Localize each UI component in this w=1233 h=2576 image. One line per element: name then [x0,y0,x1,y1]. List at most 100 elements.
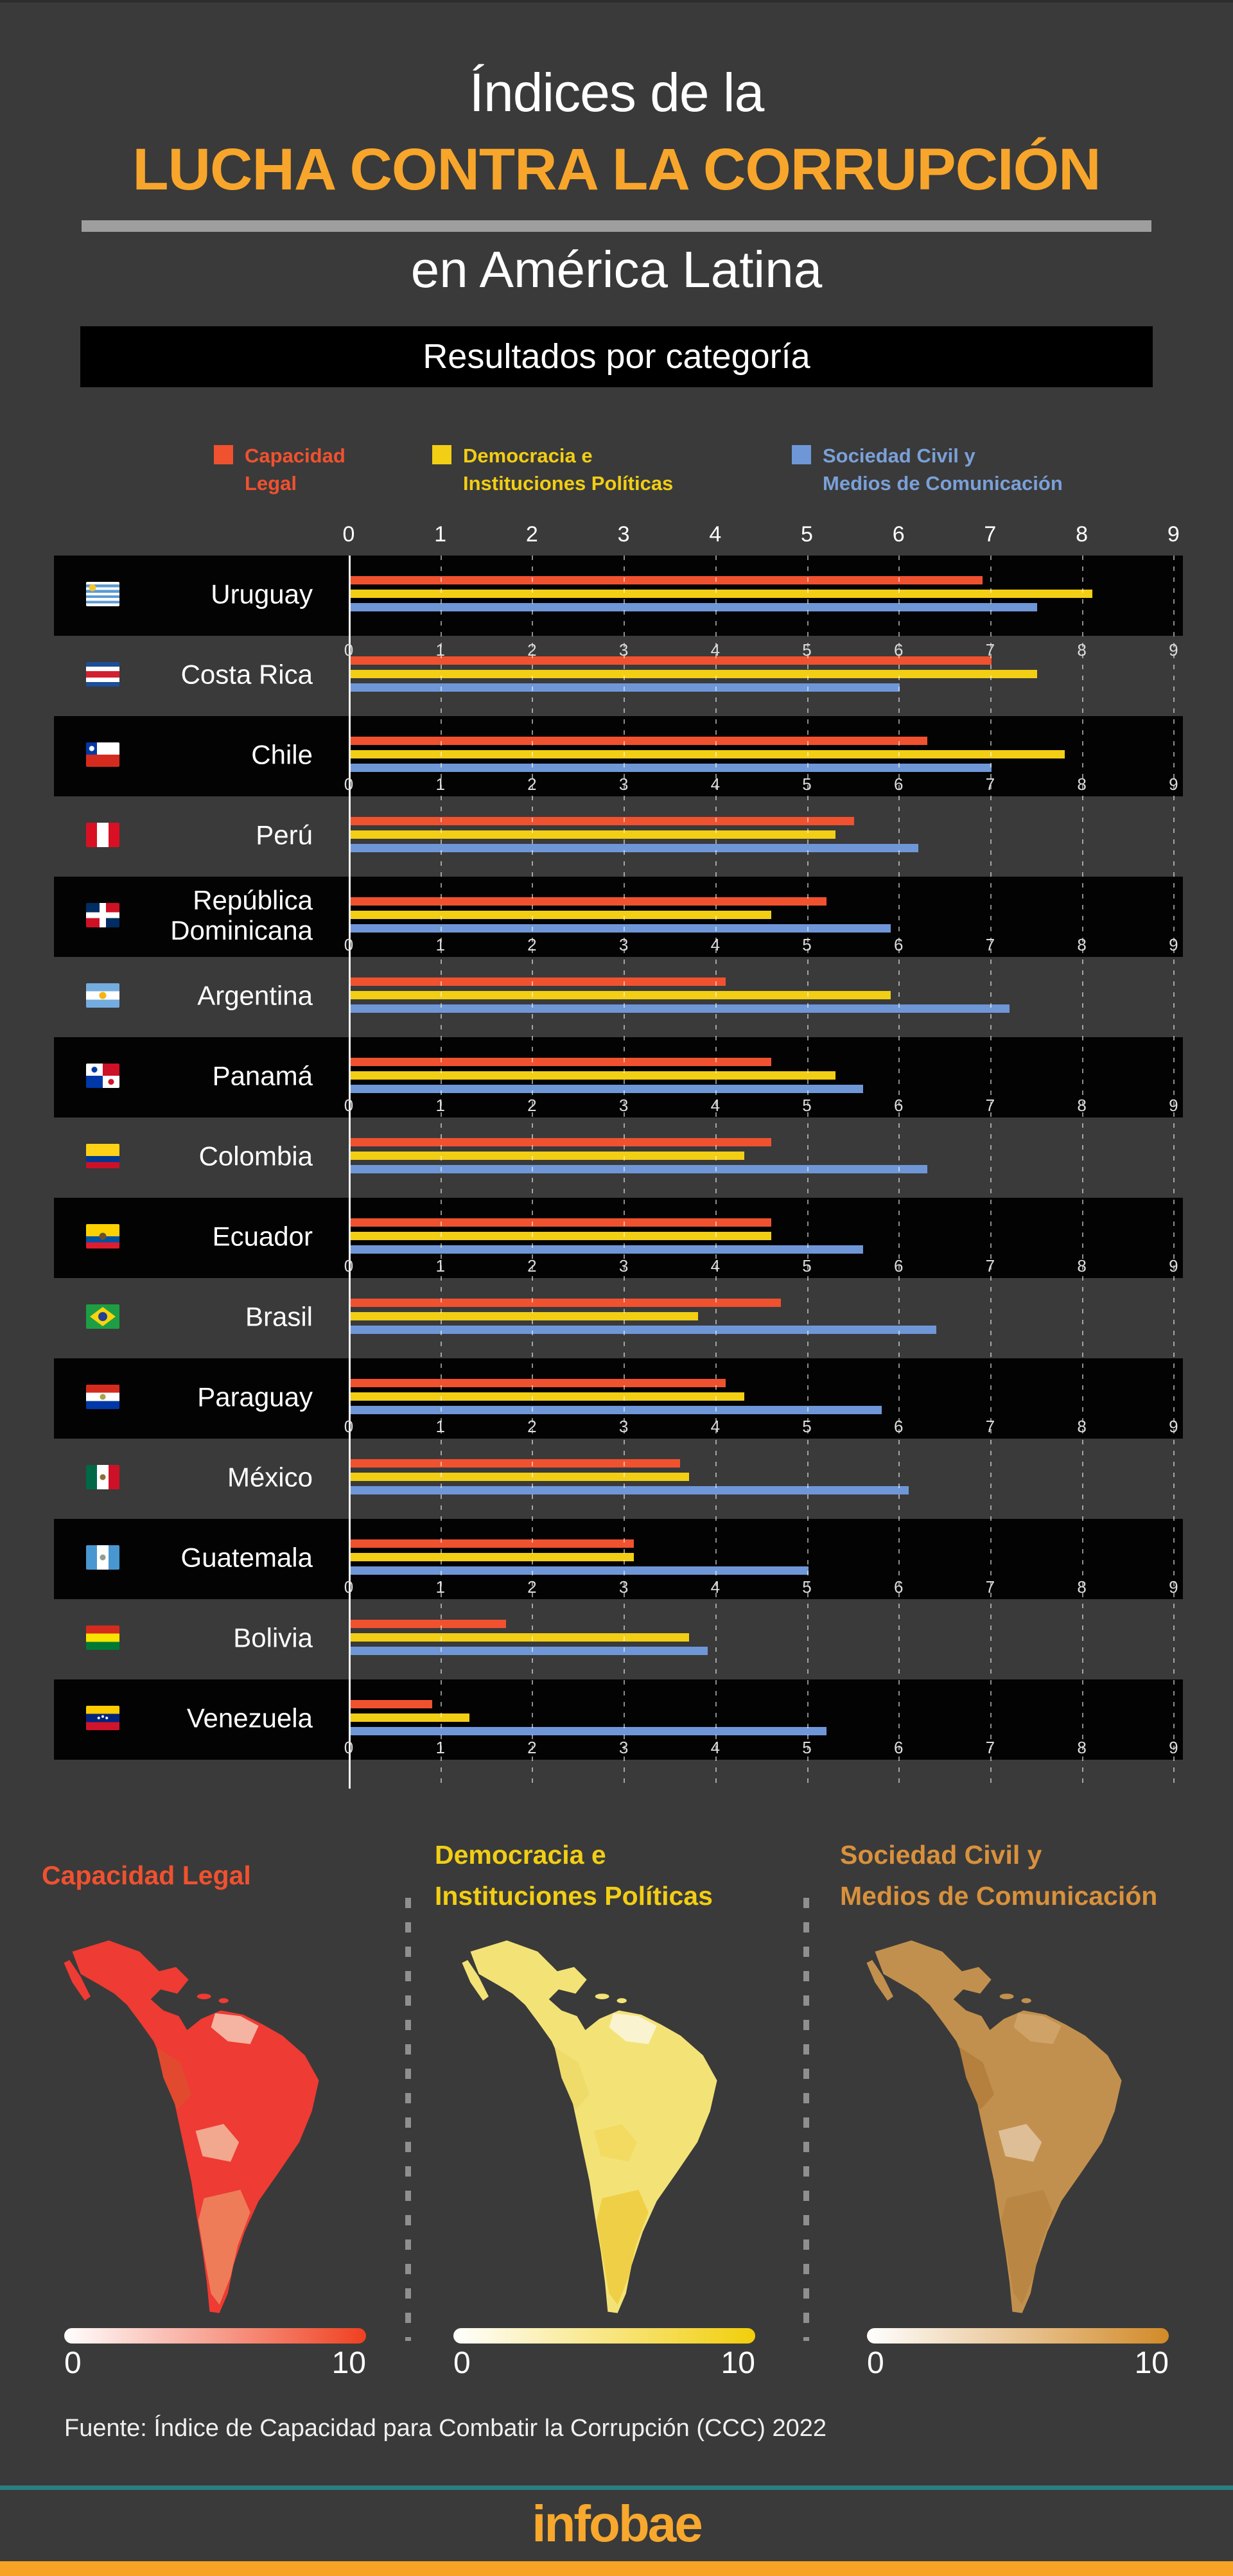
map-title-capacidad-legal: Capacidad Legal [42,1861,251,1890]
country-label: Paraguay [197,1381,313,1412]
axis-tick-label: 4 [709,522,722,547]
country-row-ecuador: Ecuador [54,1198,1183,1278]
bar-capacidad-legal [350,737,927,745]
bar-sociedad-civil-y-medios-de-comunicacion [350,1085,864,1093]
country-row-colombia: Colombia [54,1117,1183,1198]
bar-democracia-e-instituciones-politicas [350,1713,469,1722]
country-row-uruguay: Uruguay [54,556,1183,636]
country-row-bolivia: Bolivia [54,1599,1183,1679]
scale-labels: 0 10 [867,2346,1169,2380]
flag-paraguay-icon [86,1385,119,1409]
title-divider [82,220,1151,232]
country-label: Uruguay [211,579,313,609]
bar-capacidad-legal [350,576,983,584]
axis-zero-line [349,556,351,1789]
latin-america-map-red [64,1940,319,2313]
bar-democracia-e-instituciones-politicas [350,1553,634,1561]
bar-sociedad-civil-y-medios-de-comunicacion [350,1486,909,1494]
flag-uruguay-icon [86,582,119,606]
color-scale-yellow [453,2328,755,2344]
country-label: Ecuador [212,1221,313,1252]
country-label: Chile [251,739,313,770]
gridline [624,556,625,1789]
flag-venezuela-icon [86,1706,119,1730]
country-row-brasil: Brasil [54,1278,1183,1358]
country-label: República Dominicana [170,885,313,945]
country-label: Bolivia [233,1622,313,1653]
legend-label: Democracia e Instituciones Políticas [463,444,674,495]
bar-capacidad-legal [350,1700,433,1708]
gridline [898,556,900,1789]
bar-democracia-e-instituciones-politicas [350,830,836,839]
gridline [532,556,534,1789]
country-label: Guatemala [180,1542,313,1573]
title-line2-highlight: LUCHA CONTRA LA CORRUPCIÓN [132,137,1101,202]
flag-guatemala-icon [86,1545,119,1570]
gridline [715,556,717,1789]
bar-sociedad-civil-y-medios-de-comunicacion [350,603,1038,611]
bar-democracia-e-instituciones-politicas [350,750,1065,758]
legend-label: Sociedad Civil y Medios de Comunicación [823,444,1063,495]
teal-divider [0,2485,1233,2490]
country-row-venezuela: Venezuela [54,1679,1183,1760]
bar-capacidad-legal [350,1459,680,1468]
axis-tick-label: 3 [617,522,630,547]
bar-democracia-e-instituciones-politicas [350,670,1038,678]
bar-capacidad-legal [350,817,854,825]
bar-sociedad-civil-y-medios-de-comunicacion [350,1165,927,1173]
flag-colombia-icon [86,1144,119,1168]
dashed-separator [405,1898,411,2341]
bottom-orange-bar [0,2561,1233,2576]
country-label: Brasil [245,1301,313,1332]
flag-bolivia-icon [86,1625,119,1650]
title-line3: en América Latina [410,241,823,298]
flag-mexico-icon [86,1465,119,1489]
axis-tick-label: 7 [984,522,997,547]
gridline [1081,556,1083,1789]
color-scale-red [64,2328,366,2344]
bar-sociedad-civil-y-medios-de-comunicacion [350,1406,882,1414]
bar-sociedad-civil-y-medios-de-comunicacion [350,1004,1010,1013]
country-row-guatemala: Guatemala [54,1519,1183,1599]
legend-swatch-blue-icon [792,445,811,464]
map-title-democracia: Democracia e Instituciones Políticas [435,1840,713,1911]
country-label: Costa Rica [180,659,313,690]
map-title-sociedad-civil: Sociedad Civil y Medios de Comunicación [840,1840,1158,1911]
axis-tick-label: 5 [801,522,813,547]
bar-democracia-e-instituciones-politicas [350,1633,689,1642]
flag-brasil-icon [86,1304,119,1329]
bar-capacidad-legal [350,656,992,665]
country-label: Panamá [212,1060,313,1091]
country-row-panama: Panamá [54,1037,1183,1117]
latin-america-map-tan [866,1940,1122,2313]
bar-chart: 0 1 2 3 4 5 6 7 8 9 Uruguay Costa Rica Chile [54,522,1183,1789]
bar-sociedad-civil-y-medios-de-comunicacion [350,764,992,772]
dashed-separator [803,1898,809,2341]
bar-democracia-e-instituciones-politicas [350,911,772,919]
title-line1: Índices de la [469,62,765,123]
bar-capacidad-legal [350,1218,772,1227]
axis-tick-label: 1 [434,522,447,547]
gridline [440,556,442,1789]
bar-capacidad-legal [350,1299,781,1307]
bar-capacidad-legal [350,1539,634,1548]
bar-democracia-e-instituciones-politicas [350,1473,689,1481]
country-row-mexico: México [54,1439,1183,1519]
bar-democracia-e-instituciones-politicas [350,1071,836,1080]
bar-sociedad-civil-y-medios-de-comunicacion [350,924,891,933]
country-row-paraguay: Paraguay [54,1358,1183,1439]
bar-democracia-e-instituciones-politicas [350,590,1092,598]
bar-sociedad-civil-y-medios-de-comunicacion [350,1326,937,1334]
legend-swatch-yellow-icon [432,445,451,464]
bar-democracia-e-instituciones-politicas [350,1232,772,1240]
country-label: Perú [256,819,313,850]
scale-labels: 0 10 [453,2346,755,2380]
bar-democracia-e-instituciones-politicas [350,1392,744,1401]
gridline [990,556,992,1789]
bar-democracia-e-instituciones-politicas [350,1312,699,1320]
legend-item-capacidad-legal: Capacidad Legal [214,442,345,497]
country-row-argentina: Argentina [54,957,1183,1037]
x-axis-top: 0 1 2 3 4 5 6 7 8 9 [54,522,1183,548]
color-scale-tan [867,2328,1169,2344]
country-row-costa-rica: Costa Rica [54,636,1183,716]
